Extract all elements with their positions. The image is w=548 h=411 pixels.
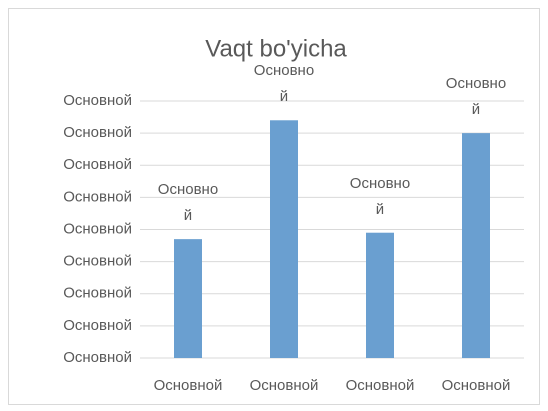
x-tick-label: Основной [346,377,415,394]
y-tick-label: Основной [63,92,132,109]
y-tick-label: Основной [63,349,132,366]
data-label: Основной [157,181,219,225]
x-tick-label: Основной [250,377,319,394]
bar [174,239,202,358]
x-tick-label: Основной [154,377,223,394]
y-tick-label: Основной [63,317,132,334]
x-tick-label: Основной [442,377,511,394]
y-tick-label: Основной [63,156,132,173]
y-tick-label: Основной [63,285,132,302]
data-label: Основной [445,75,507,119]
data-label: Основной [253,62,315,106]
bar [270,120,298,359]
y-tick-label: Основной [63,188,132,205]
y-tick-label: Основной [63,220,132,237]
y-tick-label: Основной [63,253,132,270]
bar [366,232,394,358]
bar [462,133,490,358]
y-tick-label: Основной [63,124,132,141]
chart-title: Vaqt bo'yicha [205,35,347,62]
data-label: Основной [349,174,411,218]
